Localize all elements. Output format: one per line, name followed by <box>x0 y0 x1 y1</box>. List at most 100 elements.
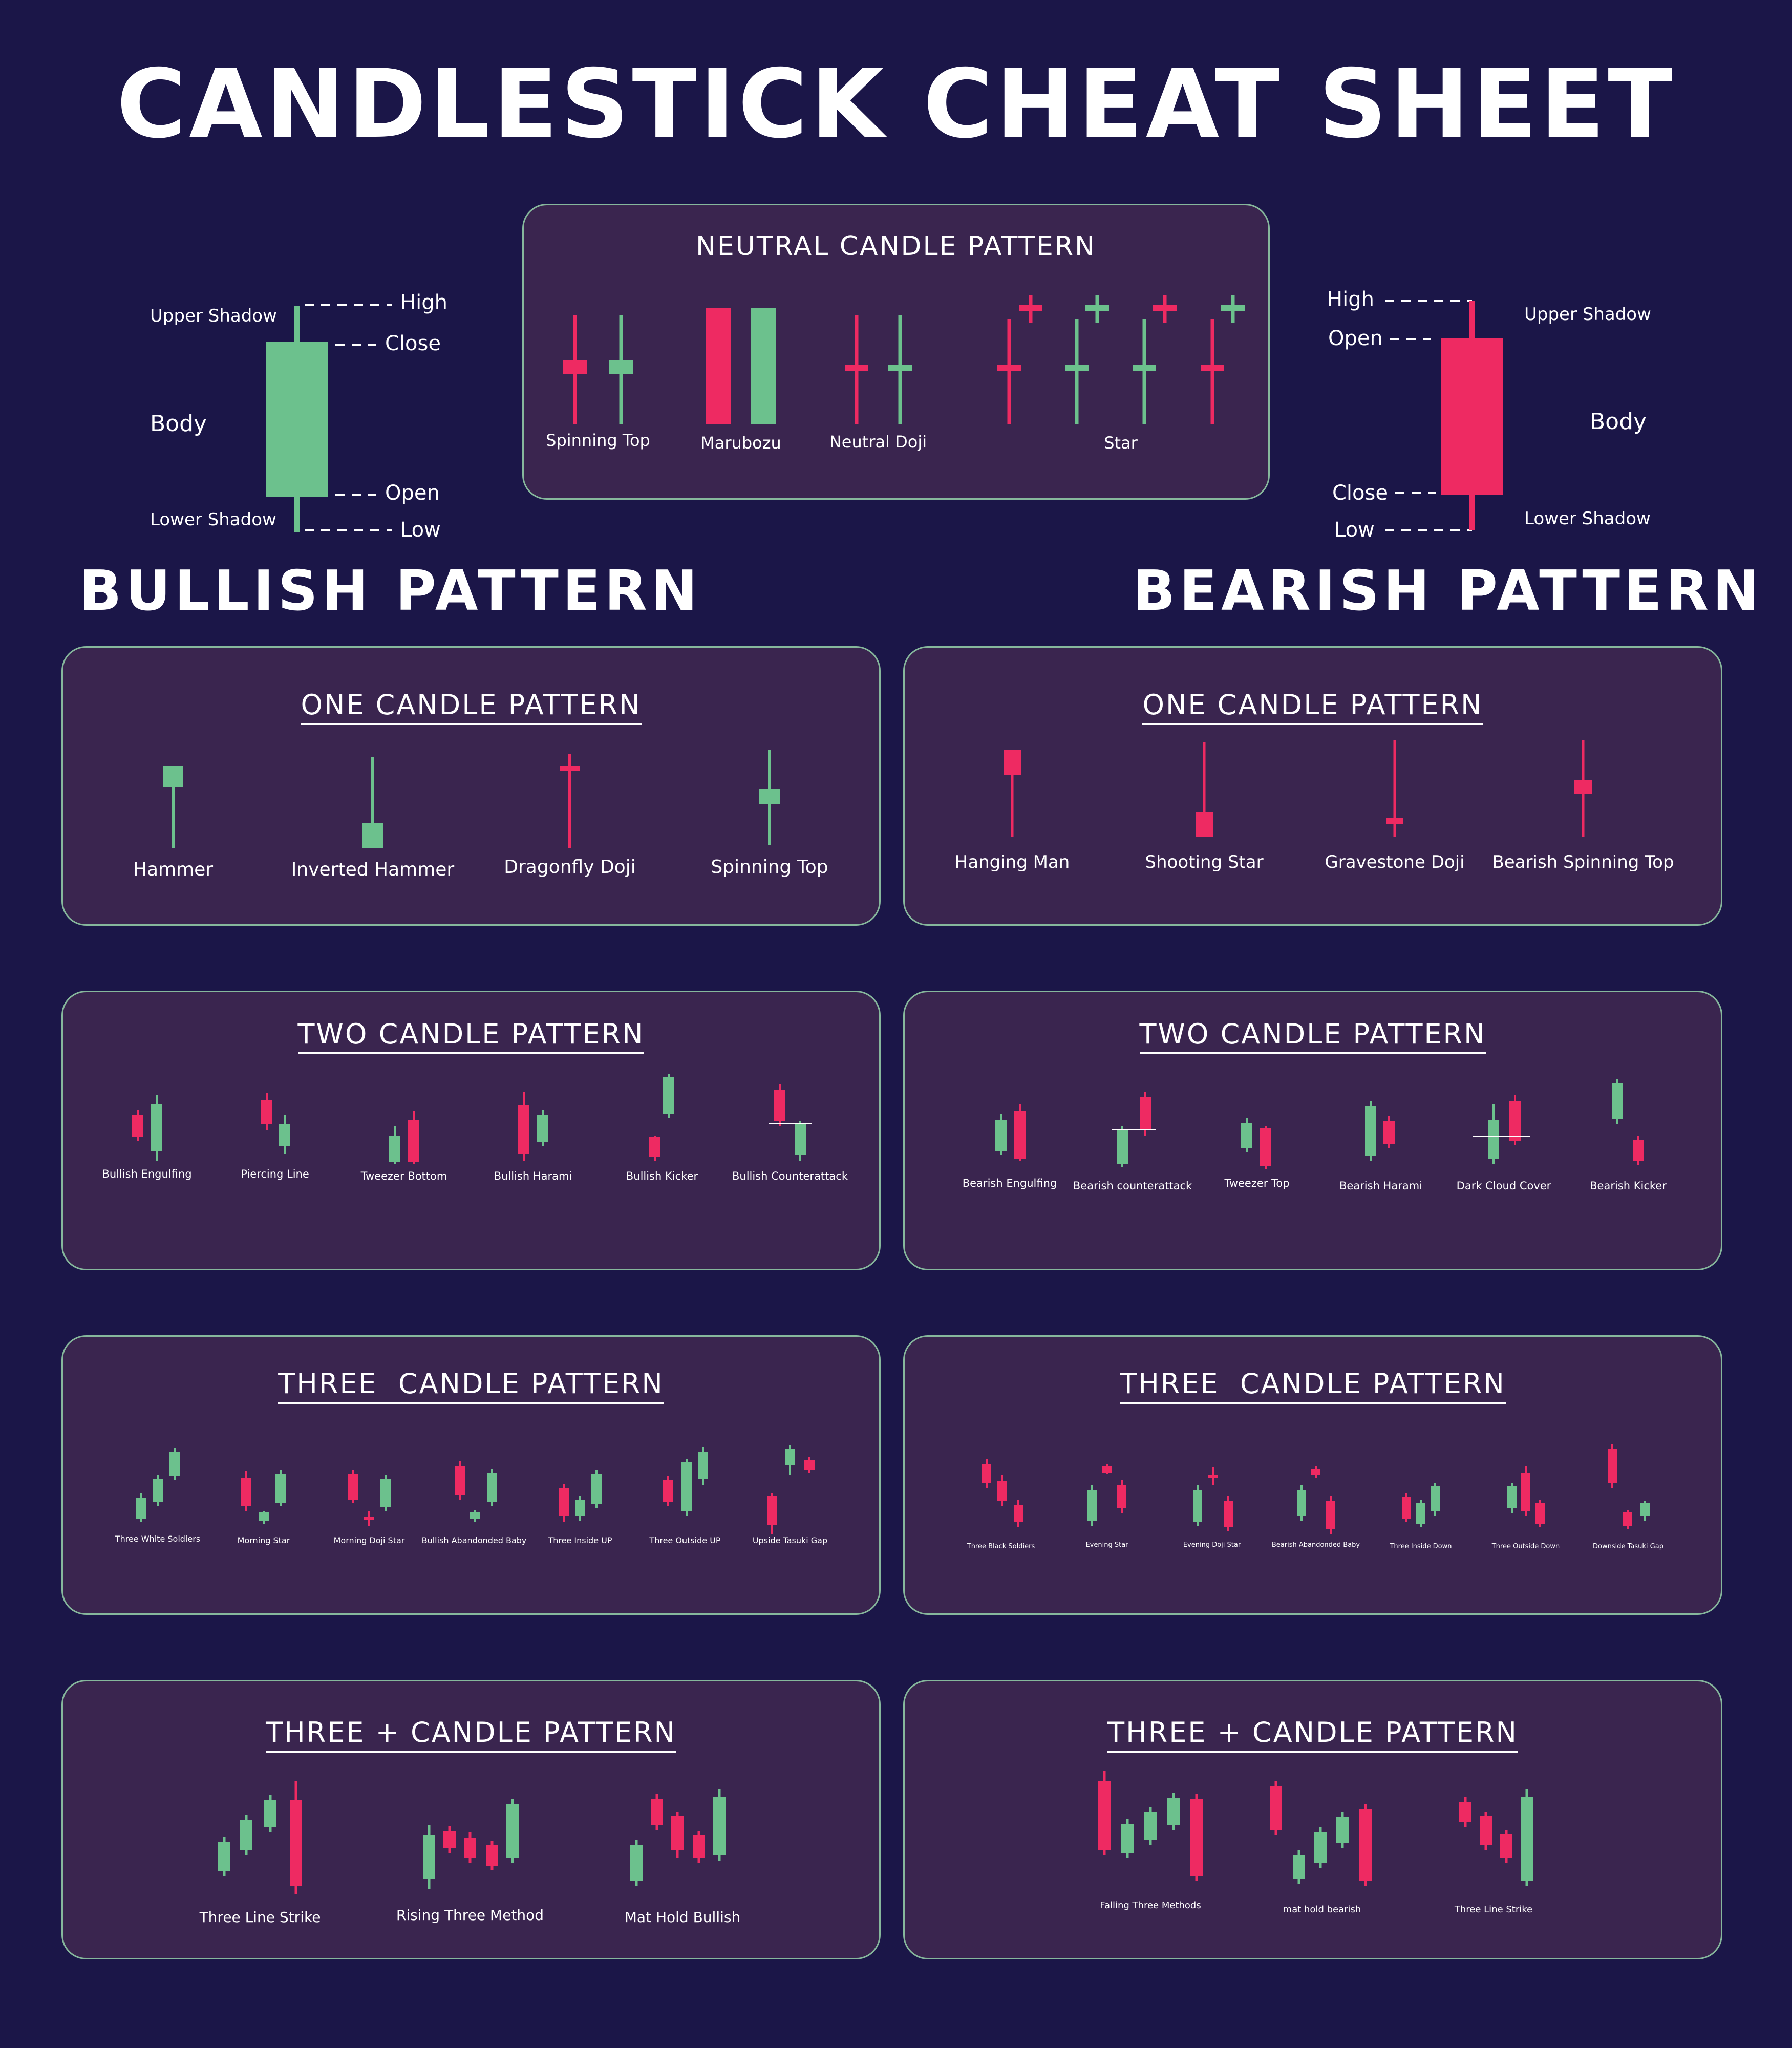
pattern-label: Bearish Kicker <box>1590 1180 1667 1192</box>
candle-body <box>261 1100 272 1124</box>
candle-body <box>1019 305 1042 311</box>
bear-low-label: Low <box>1334 518 1375 542</box>
candle-body <box>1507 1486 1517 1508</box>
candle-body <box>1314 1832 1327 1863</box>
candle-body <box>1608 1449 1617 1483</box>
candle-body <box>1633 1140 1644 1161</box>
candle-body <box>1260 1128 1271 1166</box>
candle-body <box>348 1474 358 1500</box>
candle <box>455 1461 465 1500</box>
bullish-three-plus-title: THREE + CANDLE PATTERN <box>63 1716 879 1753</box>
candle <box>575 1496 585 1521</box>
candle <box>389 1126 400 1164</box>
candle-body <box>1359 1809 1372 1881</box>
candle-body <box>153 1479 163 1502</box>
candle-body <box>751 308 776 424</box>
candle <box>795 1121 806 1161</box>
bullish-two-chart: Bullish Engulfing Piercing Line Tweezer Bo… <box>102 1074 848 1182</box>
pattern-label: Upside Tasuki Gap <box>753 1535 827 1545</box>
pattern-label: Bullish Kicker <box>626 1170 698 1182</box>
bear-high-label: High <box>1327 288 1374 311</box>
candle-body <box>1117 1485 1126 1508</box>
candle-body <box>1102 1466 1112 1473</box>
candle <box>218 1837 230 1876</box>
candle <box>997 1475 1007 1506</box>
candle <box>997 319 1021 424</box>
bull-open-label: Open <box>385 481 440 505</box>
candle <box>1314 1827 1327 1868</box>
candle <box>1535 1500 1545 1527</box>
candle <box>290 1781 302 1894</box>
bearish-two-chart: Bearish Engulfing Bearish counterattack Tw… <box>963 1079 1667 1192</box>
candle-body <box>537 1115 548 1142</box>
candle <box>169 1448 180 1480</box>
candle <box>706 308 731 424</box>
candle <box>1633 1136 1644 1165</box>
pattern-label: Bearish Spinning Top <box>1492 852 1674 872</box>
candle <box>1201 319 1224 424</box>
candle <box>1500 1830 1512 1863</box>
bullish-two-title: TWO CANDLE PATTERN <box>63 1018 879 1054</box>
candle-body <box>1521 1797 1533 1881</box>
candle-body <box>279 1124 290 1146</box>
pattern-label: Three Outside UP <box>649 1535 721 1545</box>
candle-body <box>795 1124 806 1155</box>
bullish-three-plus-panel: THREE + CANDLE PATTERN Three Line Strike… <box>61 1680 881 1959</box>
candle <box>261 1093 272 1130</box>
candle-body <box>575 1500 585 1516</box>
neutral-panel: NEUTRAL CANDLE PATTERN Spinning Top Marub… <box>522 204 1270 500</box>
pattern-label: Bearish Engulfing <box>963 1177 1057 1189</box>
candle <box>348 1470 358 1503</box>
candle <box>1065 319 1089 424</box>
bullish-anatomy-leaders <box>305 304 392 531</box>
candle <box>506 1799 519 1863</box>
pattern-label: Piercing Line <box>241 1168 309 1180</box>
candle-body <box>1640 1503 1650 1516</box>
pattern-label: Three Outside Down <box>1491 1543 1560 1550</box>
candle-body <box>997 1481 1007 1501</box>
candle <box>153 1475 163 1506</box>
candle <box>380 1475 391 1511</box>
candle <box>408 1111 419 1164</box>
neutral-title: NEUTRAL CANDLE PATTERN <box>696 231 1096 262</box>
candle <box>1480 1812 1492 1850</box>
page-title: CANDLESTICK CHEAT SHEET <box>116 49 1676 159</box>
candle-body <box>681 1462 692 1511</box>
candle <box>1608 1444 1617 1488</box>
candle-body <box>1431 1486 1440 1511</box>
pattern-label: Three Line Strike <box>1454 1904 1532 1915</box>
candle-body <box>506 1804 519 1858</box>
bearish-one-title: ONE CANDLE PATTERN <box>905 689 1721 725</box>
bullish-three-title: THREE CANDLE PATTERN <box>63 1368 879 1404</box>
candle-body <box>1311 1469 1320 1475</box>
candle-body <box>455 1466 465 1495</box>
candle-body <box>486 1845 498 1866</box>
candle-body <box>1365 1106 1376 1156</box>
candle-body <box>997 365 1021 371</box>
candle-body <box>1612 1083 1623 1119</box>
candle-body <box>888 365 912 371</box>
bearish-three-plus-title: THREE + CANDLE PATTERN <box>905 1716 1721 1753</box>
candle <box>1193 1485 1202 1526</box>
bullish-two-candle-panel: TWO CANDLE PATTERN Bullish Engulfing Pier… <box>61 991 881 1270</box>
candle <box>1085 295 1109 323</box>
candle <box>1431 1483 1440 1516</box>
candle <box>163 766 183 848</box>
candle-body <box>364 1517 374 1520</box>
candle <box>470 1510 480 1522</box>
bullish-three-candle-panel: THREE CANDLE PATTERN Three White Soldier… <box>61 1335 881 1615</box>
pattern-label: Bullish Counterattack <box>732 1170 848 1182</box>
candle-body <box>1459 1802 1471 1822</box>
candle <box>1121 1819 1134 1858</box>
candle <box>1140 1092 1151 1136</box>
pattern-label: Falling Three Methods <box>1100 1900 1201 1911</box>
candle-body <box>518 1105 529 1154</box>
candle <box>630 1840 643 1886</box>
candle <box>1224 1496 1233 1531</box>
candle-body <box>264 1800 276 1827</box>
bullish-title: BULLISH PATTERN <box>79 559 702 623</box>
candle-body <box>1004 750 1021 775</box>
candle-body <box>774 1090 785 1121</box>
pattern-label: Bearish counterattack <box>1073 1180 1192 1192</box>
candle-body <box>389 1136 400 1162</box>
